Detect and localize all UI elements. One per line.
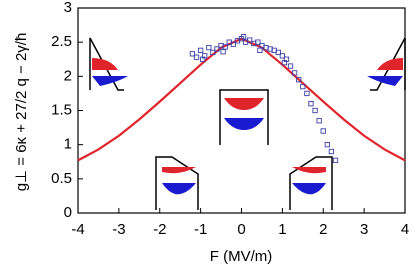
x-tick-label: 2 bbox=[319, 221, 327, 238]
point bbox=[287, 63, 294, 69]
x-tick-label: 0 bbox=[237, 221, 245, 238]
point bbox=[328, 148, 335, 155]
point bbox=[320, 128, 326, 134]
x-tick-label: 4 bbox=[401, 221, 409, 238]
point bbox=[316, 118, 322, 124]
point bbox=[206, 44, 212, 51]
y-tick-label: 2 bbox=[64, 67, 72, 84]
point bbox=[308, 101, 314, 107]
band-insets bbox=[89, 37, 406, 210]
y-tick-label: 2.5 bbox=[51, 33, 72, 50]
x-tick-label: 3 bbox=[360, 221, 368, 238]
point bbox=[197, 47, 204, 54]
y-tick-label: 3 bbox=[64, 0, 72, 16]
point bbox=[189, 51, 196, 57]
point bbox=[324, 142, 330, 148]
point bbox=[220, 49, 226, 55]
y-tick-label: 0 bbox=[64, 204, 72, 221]
x-tick-label: -3 bbox=[112, 221, 125, 238]
y-tick-label: 0.5 bbox=[51, 170, 72, 187]
point bbox=[304, 90, 310, 97]
x-tick-label: -4 bbox=[71, 221, 84, 238]
point bbox=[291, 70, 298, 76]
y-tick-label: 1.5 bbox=[51, 101, 72, 118]
point bbox=[200, 56, 206, 62]
point bbox=[257, 47, 263, 54]
x-tick-label: -2 bbox=[153, 221, 166, 238]
x-tick-label: 1 bbox=[278, 221, 286, 238]
point bbox=[230, 41, 236, 47]
point bbox=[332, 157, 339, 164]
point bbox=[300, 83, 306, 90]
point bbox=[312, 107, 318, 114]
x-tick-label: -1 bbox=[194, 221, 207, 238]
point bbox=[210, 49, 216, 56]
y-axis-label: g⊥ = 6κ + 27/2 q − 2γ/ħ bbox=[13, 33, 30, 192]
point bbox=[281, 60, 288, 66]
x-axis-label: F (MV/m) bbox=[210, 248, 272, 265]
point bbox=[279, 53, 286, 59]
point bbox=[214, 46, 220, 52]
point bbox=[193, 54, 200, 60]
point bbox=[296, 77, 302, 83]
point bbox=[255, 39, 261, 45]
point bbox=[240, 34, 247, 40]
y-tick-label: 1 bbox=[64, 136, 72, 153]
point bbox=[247, 37, 253, 43]
point bbox=[275, 49, 281, 56]
